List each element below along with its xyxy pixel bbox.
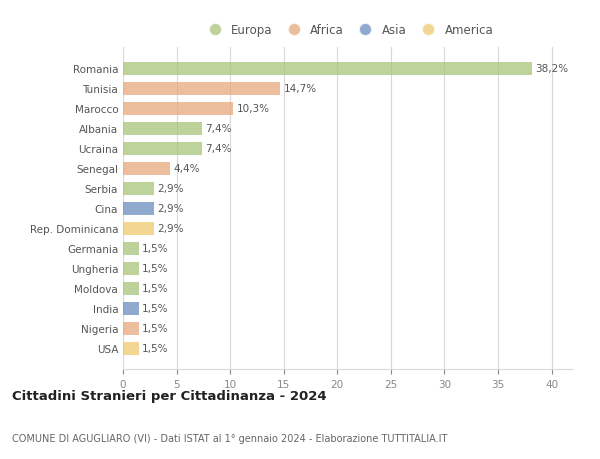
Text: 38,2%: 38,2%	[535, 64, 569, 74]
Bar	[123, 222, 154, 235]
Text: COMUNE DI AGUGLIARO (VI) - Dati ISTAT al 1° gennaio 2024 - Elaborazione TUTTITAL: COMUNE DI AGUGLIARO (VI) - Dati ISTAT al…	[12, 433, 448, 442]
Bar	[123, 143, 202, 156]
Bar	[123, 123, 202, 135]
Text: 2,9%: 2,9%	[157, 224, 184, 234]
Text: 2,9%: 2,9%	[157, 184, 184, 194]
Bar	[123, 83, 280, 95]
Text: 2,9%: 2,9%	[157, 204, 184, 214]
Text: 1,5%: 1,5%	[142, 284, 169, 294]
Bar	[123, 342, 139, 355]
Bar	[123, 282, 139, 295]
Text: 7,4%: 7,4%	[205, 124, 232, 134]
Bar	[123, 302, 139, 315]
Text: 1,5%: 1,5%	[142, 324, 169, 333]
Bar	[123, 103, 233, 116]
Text: 1,5%: 1,5%	[142, 343, 169, 353]
Bar	[123, 162, 170, 175]
Bar	[123, 182, 154, 196]
Text: Cittadini Stranieri per Cittadinanza - 2024: Cittadini Stranieri per Cittadinanza - 2…	[12, 389, 326, 403]
Bar	[123, 262, 139, 275]
Bar	[123, 202, 154, 215]
Text: 1,5%: 1,5%	[142, 263, 169, 274]
Bar	[123, 242, 139, 255]
Bar	[123, 322, 139, 335]
Text: 4,4%: 4,4%	[173, 164, 200, 174]
Text: 10,3%: 10,3%	[236, 104, 269, 114]
Text: 1,5%: 1,5%	[142, 303, 169, 313]
Text: 7,4%: 7,4%	[205, 144, 232, 154]
Legend: Europa, Africa, Asia, America: Europa, Africa, Asia, America	[200, 22, 496, 39]
Text: 1,5%: 1,5%	[142, 244, 169, 254]
Bar	[123, 63, 532, 76]
Text: 14,7%: 14,7%	[284, 84, 317, 94]
